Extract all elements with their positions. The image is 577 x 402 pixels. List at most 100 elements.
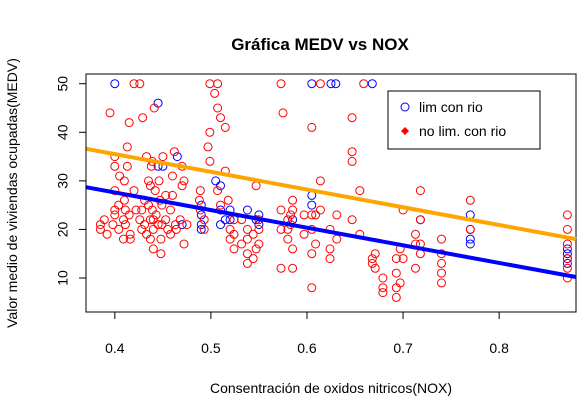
point-no-rio bbox=[163, 224, 173, 234]
point-no-rio bbox=[276, 79, 286, 89]
point-no-rio bbox=[248, 254, 258, 264]
point-no-rio bbox=[276, 205, 286, 215]
point-no-rio bbox=[437, 278, 446, 288]
point-no-rio bbox=[168, 190, 177, 200]
point-no-rio bbox=[370, 263, 380, 273]
legend-label-rio: lim con rio bbox=[419, 99, 483, 115]
point-no-rio bbox=[307, 249, 317, 259]
point-no-rio bbox=[154, 176, 164, 186]
point-no-rio bbox=[125, 234, 135, 244]
point-no-rio bbox=[283, 234, 293, 244]
point-no-rio bbox=[299, 229, 309, 239]
point-rio bbox=[331, 79, 341, 89]
point-no-rio bbox=[237, 239, 247, 249]
point-no-rio bbox=[114, 200, 124, 210]
point-no-rio bbox=[398, 254, 408, 264]
point-rio bbox=[177, 220, 187, 230]
point-no-rio bbox=[216, 200, 225, 210]
point-no-rio bbox=[411, 229, 420, 239]
point-rio bbox=[562, 244, 572, 254]
y-tick-label: 40 bbox=[55, 124, 71, 140]
point-no-rio bbox=[124, 210, 134, 220]
point-no-rio bbox=[415, 186, 425, 196]
point-no-rio bbox=[562, 239, 572, 249]
point-rio bbox=[367, 79, 377, 89]
point-no-rio bbox=[347, 147, 357, 157]
point-no-rio bbox=[161, 190, 171, 200]
point-no-rio bbox=[229, 244, 239, 254]
y-tick-label: 30 bbox=[55, 173, 71, 189]
point-no-rio bbox=[170, 220, 180, 230]
point-no-rio bbox=[110, 161, 120, 171]
point-no-rio bbox=[156, 234, 166, 244]
point-no-rio bbox=[179, 176, 189, 186]
point-rio bbox=[220, 215, 230, 225]
point-no-rio bbox=[391, 254, 401, 264]
point-no-rio bbox=[437, 234, 446, 244]
point-no-rio bbox=[129, 186, 139, 196]
point-no-rio bbox=[229, 229, 239, 239]
point-no-rio bbox=[415, 215, 425, 225]
point-no-rio bbox=[347, 113, 357, 123]
point-rio bbox=[288, 215, 298, 225]
point-no-rio bbox=[254, 239, 264, 249]
point-no-rio bbox=[220, 122, 230, 132]
point-no-rio bbox=[562, 254, 572, 264]
point-no-rio bbox=[114, 224, 124, 234]
point-no-rio bbox=[145, 234, 155, 244]
legend-label-no-rio: no lim. con rio bbox=[419, 123, 506, 139]
point-no-rio bbox=[242, 249, 252, 259]
x-tick-label: 0.5 bbox=[201, 340, 221, 356]
point-no-rio bbox=[156, 249, 166, 259]
x-tick-label: 0.6 bbox=[297, 340, 317, 356]
legend-marker-rio bbox=[400, 102, 410, 112]
point-rio bbox=[465, 234, 475, 244]
regression-line-no-rio bbox=[85, 146, 577, 242]
point-no-rio bbox=[171, 224, 181, 234]
chart-title: Gráfica MEDV vs NOX bbox=[231, 35, 409, 54]
point-rio bbox=[225, 215, 235, 225]
point-rio bbox=[172, 152, 182, 162]
point-no-rio bbox=[325, 254, 335, 264]
point-no-rio bbox=[325, 244, 335, 254]
point-rio bbox=[307, 200, 317, 210]
point-no-rio bbox=[347, 215, 357, 225]
point-no-rio bbox=[251, 244, 261, 254]
point-no-rio bbox=[307, 283, 317, 293]
point-no-rio bbox=[437, 258, 446, 268]
point-rio bbox=[216, 181, 225, 191]
y-axis: 10 20 30 40 50 bbox=[55, 76, 87, 286]
point-no-rio bbox=[367, 254, 377, 264]
point-rio bbox=[110, 79, 120, 89]
point-no-rio bbox=[248, 229, 258, 239]
point-no-rio bbox=[288, 263, 298, 273]
point-no-rio bbox=[562, 210, 572, 220]
point-no-rio bbox=[242, 234, 252, 244]
point-no-rio bbox=[391, 292, 401, 302]
point-no-rio bbox=[148, 215, 158, 225]
point-no-rio bbox=[355, 186, 365, 196]
point-no-rio bbox=[194, 195, 204, 205]
point-no-rio bbox=[288, 205, 298, 215]
point-no-rio bbox=[437, 268, 446, 278]
point-no-rio bbox=[288, 195, 298, 205]
point-no-rio bbox=[213, 79, 223, 89]
point-no-rio bbox=[140, 220, 150, 230]
point-no-rio bbox=[105, 108, 115, 118]
y-tick-label: 20 bbox=[55, 221, 71, 237]
point-no-rio bbox=[179, 239, 189, 249]
point-no-rio bbox=[299, 210, 309, 220]
point-no-rio bbox=[168, 171, 177, 181]
point-no-rio bbox=[158, 152, 168, 162]
point-rio bbox=[254, 220, 264, 230]
point-no-rio bbox=[332, 234, 342, 244]
point-no-rio bbox=[311, 239, 321, 249]
point-no-rio bbox=[99, 215, 109, 225]
y-axis-label: Valor medio de viviendas ocupadas(MEDV) bbox=[4, 58, 20, 328]
point-no-rio bbox=[149, 103, 159, 113]
point-no-rio bbox=[562, 224, 572, 234]
point-no-rio bbox=[95, 224, 105, 234]
point-no-rio bbox=[124, 118, 134, 128]
point-no-rio bbox=[135, 215, 145, 225]
